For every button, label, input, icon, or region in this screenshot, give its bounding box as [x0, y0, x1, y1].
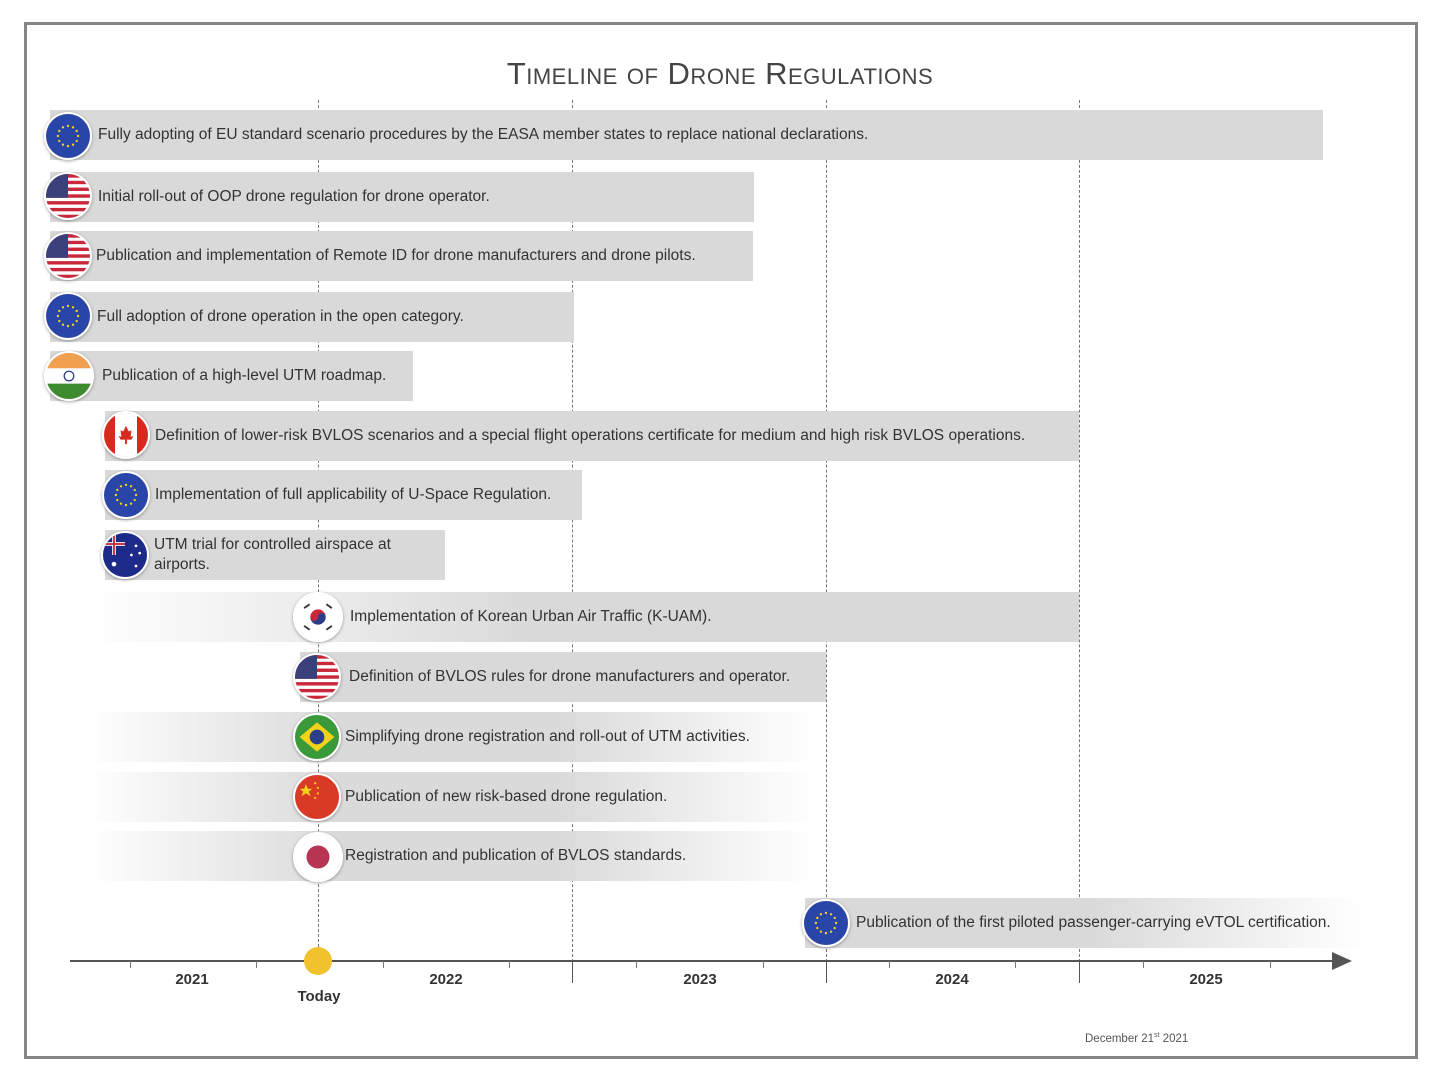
event-text: Fully adopting of EU standard scenario p…	[98, 126, 869, 143]
china-flag-icon	[293, 773, 341, 821]
year-label: 2023	[683, 971, 717, 988]
axis-major-tick	[826, 961, 827, 983]
brazil-flag-icon	[293, 713, 341, 761]
timeline-axis	[70, 960, 1340, 962]
eu-flag-icon	[102, 471, 150, 519]
event-bar: Definition of BVLOS rules for drone manu…	[300, 652, 826, 702]
date-suffix: st	[1154, 1032, 1160, 1039]
year-label: 2025	[1189, 971, 1223, 988]
axis-tick	[889, 961, 890, 968]
event-bar: Publication of a high-level UTM roadmap.	[50, 351, 413, 401]
us-flag-icon	[44, 232, 92, 280]
event-text: Implementation of Korean Urban Air Traff…	[350, 608, 712, 625]
axis-tick	[256, 961, 257, 968]
date-stamp: December 21st 2021	[1085, 1032, 1188, 1045]
frame	[24, 22, 1418, 1059]
year-label: 2022	[429, 971, 463, 988]
axis-tick	[383, 961, 384, 968]
event-text: Implementation of full applicability of …	[155, 486, 552, 503]
us-flag-icon	[44, 172, 92, 220]
date-prefix: December 21	[1085, 1032, 1155, 1045]
event-text: Initial roll-out of OOP drone regulation…	[98, 188, 490, 205]
eu-flag-icon	[44, 112, 92, 160]
year-label: 2021	[175, 971, 209, 988]
event-bar: Registration and publication of BVLOS st…	[85, 831, 815, 881]
south-korea-flag-icon	[293, 592, 343, 642]
event-bar: Full adoption of drone operation in the …	[50, 292, 574, 342]
page-title: Timeline of Drone Regulations	[506, 56, 934, 91]
event-text: UTM trial for controlled airspace at air…	[154, 536, 391, 573]
event-text: Publication of a high-level UTM roadmap.	[102, 367, 387, 384]
event-text: Publication and implementation of Remote…	[96, 247, 696, 264]
event-bar: Simplifying drone registration and roll-…	[85, 712, 815, 762]
axis-tick	[763, 961, 764, 968]
australia-flag-icon	[101, 531, 149, 579]
axis-tick	[1015, 961, 1016, 968]
axis-tick	[636, 961, 637, 968]
axis-tick	[1143, 961, 1144, 968]
japan-flag-icon	[293, 832, 343, 882]
event-bar: Fully adopting of EU standard scenario p…	[50, 110, 1323, 160]
event-bar: Publication of the first piloted passeng…	[805, 898, 1365, 948]
axis-major-tick	[1079, 961, 1080, 983]
today-label: Today	[297, 988, 341, 1005]
event-bar: Definition of lower-risk BVLOS scenarios…	[105, 411, 1079, 461]
gridline	[826, 100, 827, 962]
event-bar: UTM trial for controlled airspace at air…	[105, 530, 445, 580]
gridline	[572, 100, 573, 962]
event-text: Definition of lower-risk BVLOS scenarios…	[155, 427, 1026, 444]
canada-flag-icon	[102, 411, 150, 459]
event-bar: Publication of new risk-based drone regu…	[85, 772, 815, 822]
event-bar: Initial roll-out of OOP drone regulation…	[50, 172, 754, 222]
axis-tick	[130, 961, 131, 968]
event-bar: Implementation of Korean Urban Air Traff…	[85, 592, 1079, 642]
event-bar: Implementation of full applicability of …	[105, 470, 582, 520]
event-text: Registration and publication of BVLOS st…	[345, 847, 687, 864]
date-year: 2021	[1159, 1032, 1189, 1045]
axis-major-tick	[572, 961, 573, 983]
event-text: Simplifying drone registration and roll-…	[345, 728, 750, 745]
eu-flag-icon	[802, 899, 850, 947]
year-label: 2024	[935, 971, 969, 988]
event-text: Definition of BVLOS rules for drone manu…	[349, 668, 791, 685]
event-text: Full adoption of drone operation in the …	[97, 308, 464, 325]
us-flag-icon	[293, 653, 341, 701]
axis-tick	[1270, 961, 1271, 968]
gridline	[1079, 100, 1080, 962]
eu-flag-icon	[44, 292, 92, 340]
event-text: Publication of new risk-based drone regu…	[345, 788, 668, 805]
axis-arrow-icon	[1332, 952, 1352, 970]
event-bar: Publication and implementation of Remote…	[50, 231, 753, 281]
axis-tick	[509, 961, 510, 968]
india-flag-icon	[44, 351, 94, 401]
event-text: Publication of the first piloted passeng…	[856, 914, 1331, 931]
today-marker	[304, 947, 332, 975]
